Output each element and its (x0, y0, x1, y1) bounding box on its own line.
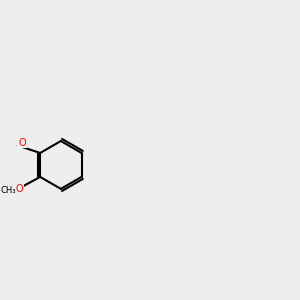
Text: O: O (18, 137, 26, 148)
Text: O: O (15, 184, 23, 194)
Text: CH₃: CH₃ (1, 186, 16, 195)
